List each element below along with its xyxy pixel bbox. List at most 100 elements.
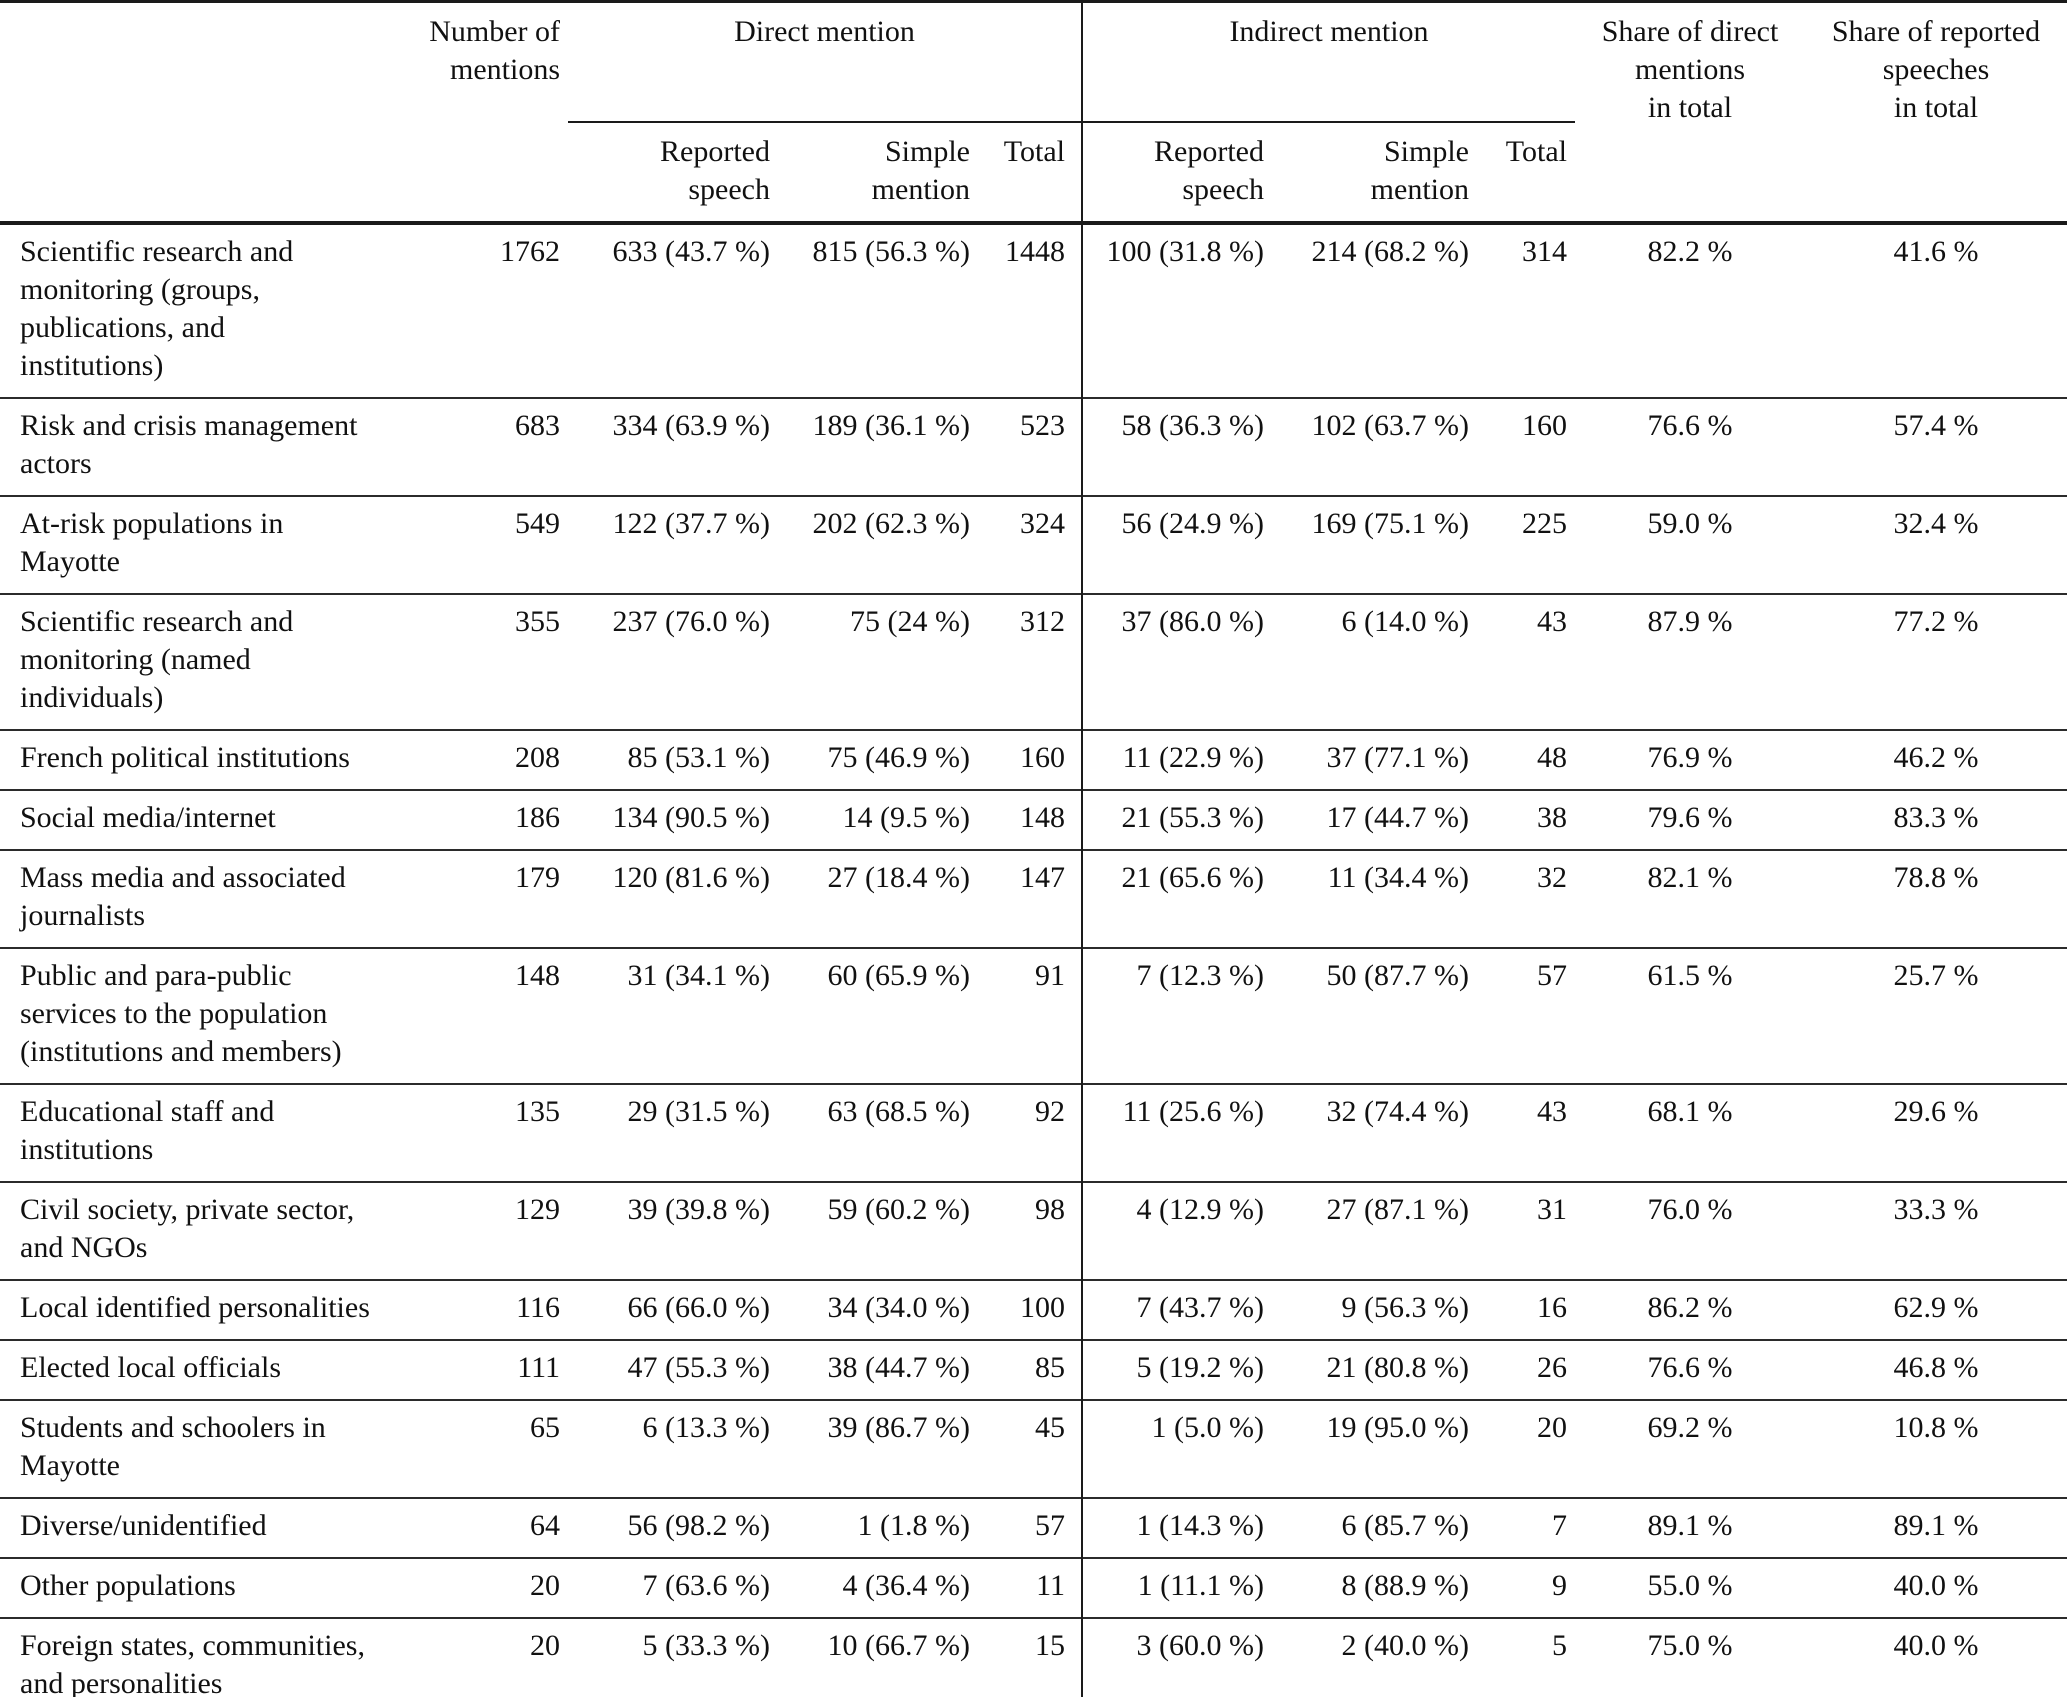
cell-direct-simple: 75 (24 %) [850,604,970,638]
cell-mentions: 116 [516,1290,560,1324]
cell-direct-reported: 120 (81.6 %) [612,860,770,894]
cell-label: Risk and crisis management actors [20,408,358,480]
cell-direct-reported: 237 (76.0 %) [612,604,770,638]
header-share-direct-mentions: Share of direct mentions in total [1601,15,1779,124]
cell-indirect-simple: 27 (87.1 %) [1326,1192,1469,1226]
cell-direct-reported: 39 (39.8 %) [627,1192,770,1226]
cell-indirect-reported: 7 (43.7 %) [1081,1279,1272,1340]
cell-share-direct: 69.2 % [1647,1410,1733,1444]
cell-indirect-reported: 1 (11.1 %) [1081,1557,1272,1618]
cell-direct-simple: 10 (66.7 %) [827,1628,970,1662]
cell-direct-simple: 27 (18.4 %) [827,860,970,894]
cell-label: Scientific research and monitoring (name… [20,604,294,714]
cell-direct-total: 312 [1020,604,1065,638]
cell-share-direct: 76.9 % [1647,740,1733,774]
cell-direct-reported: 85 (53.1 %) [627,740,770,774]
cell-share-direct: 82.2 % [1647,234,1733,268]
cell-share-reported: 41.6 % [1893,234,1979,268]
cell-share-direct: 89.1 % [1647,1508,1733,1542]
cell-direct-reported: 31 (34.1 %) [627,958,770,992]
cell-share-direct: 86.2 % [1647,1290,1733,1324]
cell-indirect-simple: 21 (80.8 %) [1326,1350,1469,1384]
cell-indirect-simple: 8 (88.9 %) [1341,1568,1469,1602]
cell-indirect-total: 16 [1537,1290,1567,1324]
cell-direct-reported: 29 (31.5 %) [627,1094,770,1128]
table-row: Scientific research and monitoring (name… [0,593,2067,730]
cell-share-reported: 10.8 % [1893,1410,1979,1444]
cell-indirect-simple: 214 (68.2 %) [1311,234,1469,268]
cell-mentions: 683 [515,408,560,442]
cell-direct-reported: 334 (63.9 %) [612,408,770,442]
cell-direct-simple: 75 (46.9 %) [827,740,970,774]
cell-indirect-total: 5 [1552,1628,1567,1662]
cell-indirect-reported: 21 (65.6 %) [1081,849,1272,948]
cell-indirect-total: 26 [1537,1350,1567,1384]
table-row: Risk and crisis management actors 683 334 … [0,397,2067,496]
cell-mentions: 208 [515,740,560,774]
cell-indirect-total: 43 [1537,604,1567,638]
cell-share-reported: 25.7 % [1893,958,1979,992]
cell-direct-reported: 66 (66.0 %) [627,1290,770,1324]
cell-indirect-total: 160 [1522,408,1567,442]
cell-indirect-reported: 5 (19.2 %) [1081,1339,1272,1400]
cell-label: Elected local officials [20,1350,281,1384]
cell-mentions: 20 [530,1568,560,1602]
header-indirect-total: Total [1505,134,1567,168]
cell-label: Students and schoolers in Mayotte [20,1410,326,1482]
cell-label: At-risk populations in Mayotte [20,506,284,578]
cell-share-reported: 77.2 % [1893,604,1979,638]
cell-share-direct: 76.6 % [1647,1350,1733,1384]
cell-direct-total: 91 [1035,958,1065,992]
cell-mentions: 355 [515,604,560,638]
header-number-of-mentions: Number of mentions [429,15,560,86]
cell-mentions: 111 [517,1350,560,1384]
cell-share-direct: 76.0 % [1647,1192,1733,1226]
cell-mentions: 135 [515,1094,560,1128]
cell-direct-reported: 7 (63.6 %) [642,1568,770,1602]
cell-indirect-simple: 102 (63.7 %) [1311,408,1469,442]
cell-indirect-reported: 21 (55.3 %) [1081,789,1272,850]
cell-direct-total: 148 [1020,800,1065,834]
cell-direct-reported: 56 (98.2 %) [627,1508,770,1542]
cell-direct-total: 15 [1035,1628,1065,1662]
cell-direct-simple: 39 (86.7 %) [827,1410,970,1444]
cell-label: Foreign states, communities, and persona… [20,1628,365,1697]
cell-share-reported: 78.8 % [1893,860,1979,894]
cell-label: Diverse/unidentified [20,1508,267,1542]
cell-indirect-reported: 7 (12.3 %) [1081,947,1272,1084]
cell-share-reported: 46.8 % [1893,1350,1979,1384]
cell-label: Other populations [20,1568,236,1602]
table-row: Social media/internet 186 134 (90.5 %) 14 (… [0,789,2067,850]
cell-direct-reported: 633 (43.7 %) [612,234,770,268]
cell-share-direct: 82.1 % [1647,860,1733,894]
cell-share-reported: 29.6 % [1893,1094,1979,1128]
header-row-label-spacer [0,2,400,223]
cell-share-reported: 46.2 % [1893,740,1979,774]
header-direct-simple-mention: Simple mention [871,134,970,206]
cell-share-direct: 68.1 % [1647,1094,1733,1128]
cell-indirect-simple: 32 (74.4 %) [1326,1094,1469,1128]
cell-label: Civil society, private sector, and NGOs [20,1192,355,1264]
cell-label: Public and para-public services to the p… [20,958,342,1068]
table-row: Scientific research and monitoring (grou… [0,222,2067,398]
cell-indirect-simple: 17 (44.7 %) [1326,800,1469,834]
cell-indirect-simple: 2 (40.0 %) [1341,1628,1469,1662]
cell-direct-reported: 5 (33.3 %) [642,1628,770,1662]
cell-direct-total: 57 [1035,1508,1065,1542]
cell-direct-simple: 815 (56.3 %) [812,234,970,268]
cell-indirect-reported: 11 (25.6 %) [1081,1083,1272,1182]
cell-indirect-reported: 56 (24.9 %) [1081,495,1272,594]
cell-direct-total: 11 [1036,1568,1065,1602]
cell-indirect-total: 314 [1522,234,1567,268]
cell-direct-total: 92 [1035,1094,1065,1128]
cell-indirect-total: 7 [1552,1508,1567,1542]
cell-indirect-total: 9 [1552,1568,1567,1602]
cell-direct-simple: 202 (62.3 %) [812,506,970,540]
cell-indirect-simple: 37 (77.1 %) [1326,740,1469,774]
cell-direct-simple: 189 (36.1 %) [812,408,970,442]
cell-direct-total: 100 [1020,1290,1065,1324]
header-indirect-reported-speech: Reported speech [1081,121,1272,223]
cell-mentions: 20 [530,1628,560,1662]
cell-indirect-simple: 50 (87.7 %) [1326,958,1469,992]
